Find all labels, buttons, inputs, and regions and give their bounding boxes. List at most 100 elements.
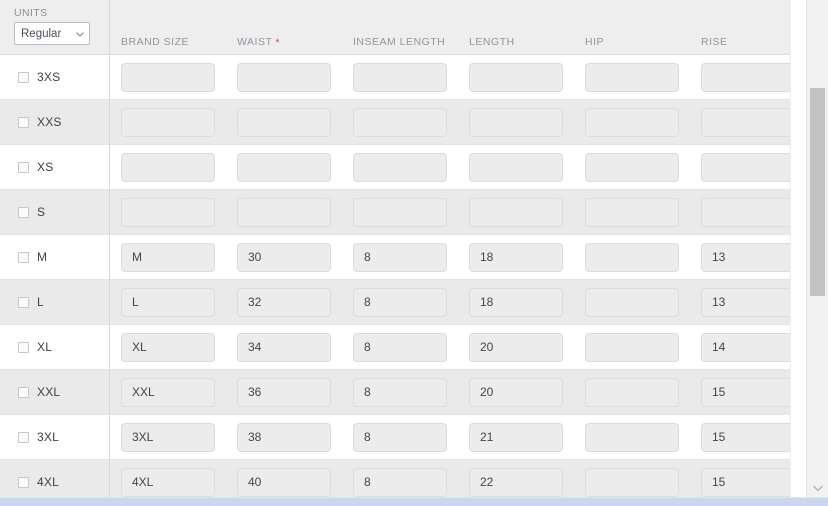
row-checkbox[interactable] bbox=[18, 296, 29, 308]
grid-cell: 38 bbox=[226, 422, 342, 452]
measurement-input[interactable]: M bbox=[121, 242, 215, 272]
measurement-input[interactable] bbox=[585, 152, 679, 182]
measurement-input[interactable] bbox=[701, 152, 795, 182]
grid-cell bbox=[574, 377, 690, 407]
measurement-input[interactable]: 22 bbox=[469, 467, 563, 497]
measurement-input[interactable]: 3XL bbox=[121, 422, 215, 452]
measurement-input[interactable] bbox=[585, 467, 679, 497]
row-size-label: 3XL bbox=[37, 430, 59, 444]
measurement-input[interactable] bbox=[469, 152, 563, 182]
measurement-input[interactable] bbox=[353, 62, 447, 92]
row-checkbox[interactable] bbox=[18, 341, 29, 353]
measurement-input[interactable]: 8 bbox=[353, 422, 447, 452]
row-cells bbox=[110, 190, 806, 235]
measurement-input[interactable] bbox=[701, 197, 795, 227]
measurement-input[interactable]: XXL bbox=[121, 377, 215, 407]
measurement-input[interactable] bbox=[353, 152, 447, 182]
grid-cell: 14 bbox=[690, 332, 806, 362]
measurement-input[interactable]: 15 bbox=[701, 467, 795, 497]
grid-cell bbox=[574, 422, 690, 452]
measurement-input[interactable] bbox=[121, 107, 215, 137]
measurement-input[interactable]: 8 bbox=[353, 242, 447, 272]
grid-cell: 4XL bbox=[110, 467, 226, 497]
row-checkbox[interactable] bbox=[18, 161, 29, 173]
column-header-label: RISE bbox=[701, 36, 728, 48]
measurement-input[interactable] bbox=[469, 107, 563, 137]
table-row: L L 32 8 18 13 bbox=[0, 280, 806, 325]
measurement-input[interactable]: 20 bbox=[469, 332, 563, 362]
measurement-input[interactable]: 8 bbox=[353, 287, 447, 317]
measurement-input[interactable] bbox=[585, 377, 679, 407]
required-indicator: * bbox=[275, 37, 281, 49]
measurement-input[interactable] bbox=[469, 197, 563, 227]
grid-cell: 3XL bbox=[110, 422, 226, 452]
measurement-input[interactable] bbox=[701, 62, 795, 92]
measurement-input[interactable]: 34 bbox=[237, 332, 331, 362]
measurement-input[interactable] bbox=[585, 197, 679, 227]
grid-cell bbox=[458, 62, 574, 92]
measurement-input[interactable]: 13 bbox=[701, 287, 795, 317]
row-checkbox[interactable] bbox=[18, 206, 29, 218]
measurement-input[interactable] bbox=[121, 62, 215, 92]
row-label-cell: XXL bbox=[0, 370, 110, 415]
measurement-input[interactable]: 21 bbox=[469, 422, 563, 452]
column-header: WAIST * bbox=[226, 0, 342, 54]
measurement-input[interactable]: 8 bbox=[353, 377, 447, 407]
measurement-input[interactable] bbox=[121, 197, 215, 227]
measurement-input[interactable]: 15 bbox=[701, 422, 795, 452]
measurement-input[interactable]: 13 bbox=[701, 242, 795, 272]
table-row: XXS bbox=[0, 100, 806, 145]
row-checkbox[interactable] bbox=[18, 386, 29, 398]
measurement-input[interactable]: 4XL bbox=[121, 467, 215, 497]
row-cells: 4XL 40 8 22 15 bbox=[110, 460, 806, 498]
measurement-input[interactable]: 15 bbox=[701, 377, 795, 407]
row-checkbox[interactable] bbox=[18, 71, 29, 83]
measurement-input[interactable]: XL bbox=[121, 332, 215, 362]
measurement-input[interactable]: 18 bbox=[469, 287, 563, 317]
measurement-input[interactable] bbox=[237, 107, 331, 137]
measurement-input[interactable] bbox=[353, 197, 447, 227]
grid-cell: XXL bbox=[110, 377, 226, 407]
measurement-input[interactable] bbox=[353, 107, 447, 137]
table-row: XS bbox=[0, 145, 806, 190]
row-checkbox[interactable] bbox=[18, 251, 29, 263]
chevron-down-icon[interactable] bbox=[812, 480, 824, 492]
measurement-input[interactable] bbox=[121, 152, 215, 182]
measurement-input[interactable] bbox=[585, 107, 679, 137]
grid-cell: M bbox=[110, 242, 226, 272]
measurement-input[interactable]: 40 bbox=[237, 467, 331, 497]
measurement-input[interactable]: 36 bbox=[237, 377, 331, 407]
units-select[interactable]: Regular bbox=[14, 22, 90, 45]
measurement-input[interactable]: 18 bbox=[469, 242, 563, 272]
measurement-input[interactable] bbox=[237, 152, 331, 182]
measurement-input[interactable]: 38 bbox=[237, 422, 331, 452]
chevron-down-icon bbox=[75, 29, 85, 39]
measurement-input[interactable] bbox=[585, 242, 679, 272]
table-row: XL XL 34 8 20 14 bbox=[0, 325, 806, 370]
measurement-input[interactable] bbox=[585, 422, 679, 452]
vertical-scrollbar[interactable] bbox=[806, 0, 828, 498]
measurement-input[interactable]: 30 bbox=[237, 242, 331, 272]
grid-cell bbox=[110, 62, 226, 92]
measurement-input[interactable] bbox=[585, 332, 679, 362]
measurement-input[interactable]: 8 bbox=[353, 467, 447, 497]
row-checkbox[interactable] bbox=[18, 116, 29, 128]
measurement-input[interactable]: 14 bbox=[701, 332, 795, 362]
grid-cell bbox=[690, 152, 806, 182]
measurement-input[interactable] bbox=[237, 197, 331, 227]
measurement-input[interactable] bbox=[701, 107, 795, 137]
measurement-input[interactable] bbox=[469, 62, 563, 92]
measurement-input[interactable]: 20 bbox=[469, 377, 563, 407]
measurement-input[interactable] bbox=[237, 62, 331, 92]
grid-cell bbox=[574, 152, 690, 182]
measurement-input[interactable]: 8 bbox=[353, 332, 447, 362]
measurement-input[interactable]: L bbox=[121, 287, 215, 317]
scrollbar-thumb[interactable] bbox=[810, 88, 825, 296]
grid-cell bbox=[226, 62, 342, 92]
row-checkbox[interactable] bbox=[18, 476, 29, 488]
units-select-value: Regular bbox=[21, 27, 62, 40]
measurement-input[interactable]: 32 bbox=[237, 287, 331, 317]
measurement-input[interactable] bbox=[585, 287, 679, 317]
measurement-input[interactable] bbox=[585, 62, 679, 92]
row-checkbox[interactable] bbox=[18, 431, 29, 443]
